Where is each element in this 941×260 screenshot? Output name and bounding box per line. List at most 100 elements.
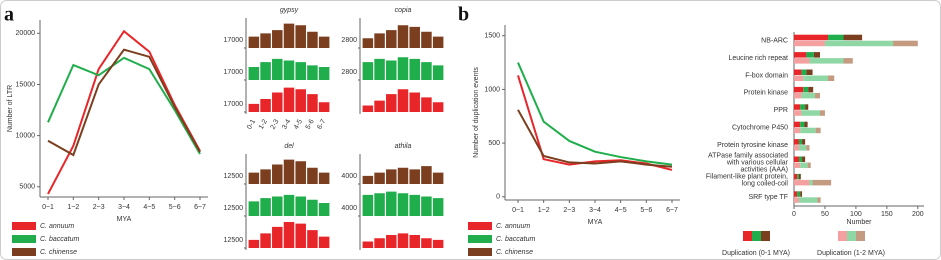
bar-segment <box>801 92 816 99</box>
legend-swatch <box>468 235 492 243</box>
bar <box>386 60 397 80</box>
bar <box>260 62 271 80</box>
bar-segment <box>794 197 799 203</box>
bar-segment <box>803 86 809 93</box>
y-tick-label: 1000 <box>484 86 500 93</box>
bar <box>260 99 271 112</box>
bar <box>386 30 397 48</box>
legend-label: C. baccatum <box>496 236 535 243</box>
x-tick-label: 0~1 <box>42 204 54 211</box>
x-tick-label: 200 <box>912 211 924 218</box>
x-tick-label: 4~5 <box>143 204 155 211</box>
bar-segment <box>794 145 799 151</box>
bar-segment <box>828 75 835 81</box>
bar <box>362 62 374 80</box>
y-tick-label: 2800 <box>341 37 357 44</box>
bar <box>432 102 444 112</box>
bar <box>248 172 260 184</box>
bar <box>272 30 283 48</box>
x-tick-label: 5~6 <box>169 204 181 211</box>
legend-label: C. baccatum <box>40 236 79 243</box>
mini-title: copia <box>395 7 412 14</box>
bar <box>295 196 306 216</box>
bar <box>421 196 432 216</box>
bar-segment <box>804 121 808 128</box>
bar <box>295 223 306 248</box>
bar-segment <box>794 58 810 64</box>
legend-label: Duplication (0-1 MYA) <box>722 250 790 257</box>
bar <box>283 23 295 48</box>
x-tick-label: 3~4 <box>118 204 130 211</box>
panel-letter: a <box>4 4 14 26</box>
bar <box>307 31 318 48</box>
bar <box>307 94 318 112</box>
bar-segment <box>800 104 806 110</box>
bar-segment <box>817 197 821 203</box>
bar <box>432 172 444 184</box>
bar <box>374 238 385 248</box>
bar <box>432 65 444 80</box>
y-tick-label: 20000 <box>16 30 36 37</box>
bar-segment <box>801 69 807 75</box>
x-tick-label: 6-7 <box>316 118 327 130</box>
legend-swatch <box>12 222 36 230</box>
bar-segment <box>794 191 798 197</box>
bar-segment <box>794 92 802 99</box>
category-label: Protein kinase <box>744 90 788 97</box>
bar-segment <box>800 191 803 197</box>
bar-segment <box>800 162 808 168</box>
bar <box>307 199 318 216</box>
bar <box>318 172 330 184</box>
bar <box>272 196 283 216</box>
legend-swatch <box>12 248 36 256</box>
bar-segment <box>798 173 801 180</box>
category-label: F-box domain <box>745 72 788 79</box>
series-line <box>517 75 673 171</box>
bar <box>272 164 283 184</box>
y-tick-label: 10000 <box>16 132 36 139</box>
legend-swatch <box>752 231 761 241</box>
bar <box>295 161 306 184</box>
bar-segment <box>824 40 894 47</box>
bar <box>318 236 330 248</box>
bar <box>362 175 374 184</box>
bar <box>432 198 444 216</box>
bar-segment <box>794 127 801 134</box>
category-label: Leucine rich repeat <box>728 55 788 62</box>
bar <box>397 25 409 48</box>
legend-swatch <box>743 231 752 241</box>
x-tick-label: 100 <box>850 211 862 218</box>
bar <box>318 67 330 80</box>
bar <box>283 194 295 216</box>
bar <box>421 31 432 48</box>
bar <box>362 194 374 216</box>
series-line <box>517 62 673 166</box>
bar <box>409 235 420 248</box>
y-tick-label: 17000 <box>224 101 244 108</box>
y-axis-label: Number of duplication events <box>473 67 480 158</box>
x-tick-label: 1~2 <box>67 204 79 211</box>
bar-segment <box>812 179 832 186</box>
bar-segment <box>797 191 801 197</box>
bar-segment <box>815 92 820 99</box>
bar-segment <box>809 58 844 64</box>
bar <box>260 33 271 48</box>
category-label: Filament-like plant protein, long coiled-… <box>706 173 789 187</box>
x-tick-label: 4~5 <box>615 207 627 214</box>
bar <box>397 89 409 112</box>
bar <box>409 169 420 184</box>
x-tick-label: 6~7 <box>194 204 206 211</box>
bar-segment <box>794 139 799 145</box>
bar <box>362 241 374 248</box>
x-tick-label: 2~3 <box>93 204 105 211</box>
y-tick-label: 4000 <box>341 173 357 180</box>
bar <box>248 36 260 48</box>
bar <box>295 89 306 112</box>
mini-title: del <box>284 143 294 150</box>
y-tick-label: 12500 <box>224 173 244 180</box>
legend-swatch <box>856 231 865 241</box>
bar-segment <box>794 69 802 75</box>
bar <box>307 65 318 80</box>
bar-segment <box>806 52 814 58</box>
